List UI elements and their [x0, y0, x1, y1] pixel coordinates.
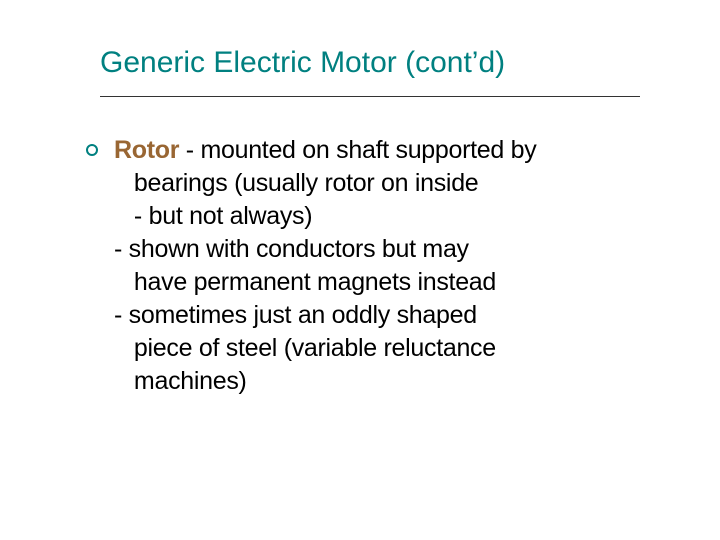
- bullet-item: Rotor - mounted on shaft supported by be…: [86, 134, 646, 398]
- rotor-label: Rotor: [114, 136, 179, 165]
- bullet-first-line: Rotor - mounted on shaft supported by: [114, 134, 536, 167]
- bullet-first-line-text: - mounted on shaft supported by: [179, 134, 536, 167]
- circle-bullet-icon: [86, 144, 98, 156]
- slide: Generic Electric Motor (cont’d) Rotor - …: [0, 0, 720, 540]
- bullet-continuation: bearings (usually rotor on inside - but …: [114, 167, 536, 398]
- content-area: Rotor - mounted on shaft supported by be…: [86, 134, 646, 398]
- title-underline: [100, 96, 640, 97]
- slide-title: Generic Electric Motor (cont’d): [100, 46, 640, 94]
- bullet-body: Rotor - mounted on shaft supported by be…: [114, 134, 536, 398]
- title-area: Generic Electric Motor (cont’d): [100, 46, 640, 97]
